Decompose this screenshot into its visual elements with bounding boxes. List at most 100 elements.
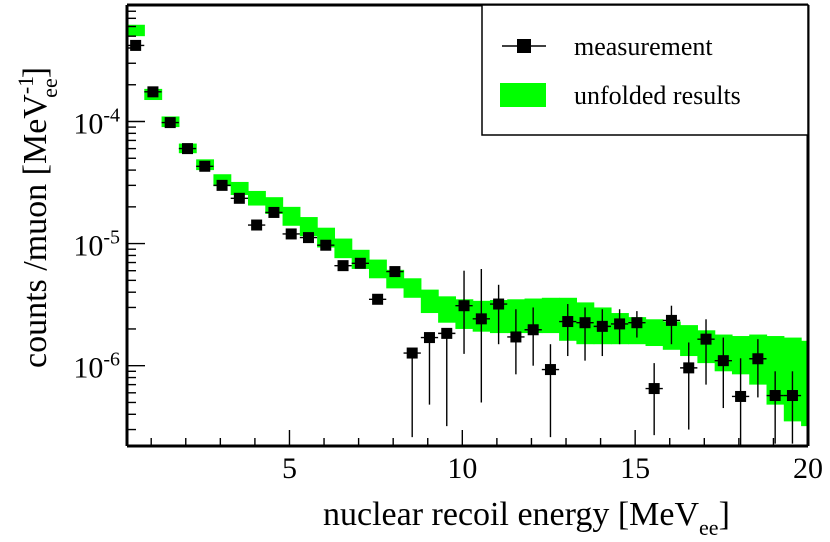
band-bin-6 [230,181,249,196]
measurement-point-29 [628,311,646,338]
y-tick-label-0: 10-4 [73,105,120,141]
measurement-marker-38 [786,390,798,402]
measurement-point-38 [783,371,802,444]
measurement-marker-37 [769,390,781,402]
band-bin-0 [127,24,145,37]
measurement-marker-18 [441,327,453,339]
x-tick-label-3: 20 [793,452,823,485]
measurement-marker-36 [752,353,764,365]
measurement-point-4 [196,160,214,172]
measurement-marker-35 [735,390,747,402]
measurement-point-14 [368,293,387,305]
measurement-marker-11 [320,239,332,251]
measurement-marker-20 [475,313,487,325]
measurement-point-35 [731,358,750,446]
band-bin-39 [801,340,809,427]
x-tick-label-2: 15 [620,452,650,485]
measurement-point-34 [714,337,732,409]
band-bin-24 [541,297,560,334]
band-bin-37 [766,336,785,405]
measurement-marker-22 [510,331,522,343]
measurement-marker-19 [458,300,470,312]
measurement-point-11 [317,239,335,251]
measurement-marker-29 [631,317,643,329]
x-tick-label-0: 5 [282,452,297,485]
measurement-point-12 [334,260,352,272]
measurement-point-21 [489,284,508,345]
measurement-marker-0 [130,39,142,51]
measurement-point-22 [507,309,525,375]
measurement-point-32 [680,342,698,430]
measurement-marker-28 [614,318,626,330]
band-bin-7 [247,190,266,206]
measurement-point-8 [265,206,283,218]
measurement-marker-16 [406,347,418,359]
band-bin-16 [403,278,422,298]
legend: measurement unfolded results [481,4,809,136]
measurement-marker-3 [181,143,193,155]
y-axis-label: counts /muon [MeV-1ee] [13,67,62,368]
measurement-point-26 [576,307,594,361]
measurement-series [127,39,802,446]
measurement-point-6 [230,192,248,204]
measurement-marker-6 [233,192,245,204]
band-bin-17 [420,289,439,314]
measurement-point-33 [697,319,715,385]
band-bin-30 [645,319,664,347]
measurement-point-36 [749,339,767,398]
x-tick-label-1: 10 [447,452,477,485]
measurement-marker-21 [493,298,505,310]
measurement-point-37 [766,371,784,444]
measurement-point-19 [455,270,473,354]
measurement-marker-9 [285,228,297,240]
measurement-marker-25 [562,316,574,328]
measurement-point-30 [645,363,663,436]
measurement-marker-30 [648,383,660,395]
measurement-point-0 [127,39,145,51]
tick-labels: 5 10 15 20 10-4 10-5 10-6 [73,105,823,485]
measurement-point-9 [282,228,300,240]
measurement-point-15 [386,266,404,278]
legend-band-swatch [500,83,546,107]
measurement-marker-1 [147,86,159,98]
measurement-point-27 [593,309,611,357]
measurement-point-24 [541,344,560,438]
band-bin-14 [368,259,387,279]
band-bin-18 [438,296,457,323]
measurement-marker-34 [717,355,729,367]
measurement-marker-10 [302,232,314,244]
measurement-marker-15 [389,266,401,278]
measurement-marker-17 [423,332,435,344]
measurement-marker-31 [665,314,677,326]
measurement-point-3 [178,143,197,155]
measurement-marker-27 [596,320,608,332]
measurement-marker-23 [527,324,539,336]
band-bin-32 [680,325,698,357]
y-tick-label-2: 10-6 [73,349,120,385]
measurement-point-31 [662,305,681,345]
measurement-point-1 [144,86,162,98]
measurement-point-18 [438,327,456,427]
measurement-marker-14 [372,293,384,305]
measurement-marker-7 [251,219,263,231]
measurement-point-10 [299,232,318,244]
unfolded-band [127,24,809,427]
y-tick-label-1: 10-5 [73,227,120,263]
band-bin-35 [731,336,750,375]
measurement-point-17 [420,332,439,405]
legend-label-unfolded: unfolded results [574,81,741,110]
measurement-point-5 [213,179,231,191]
x-axis-label: nuclear recoil energy [MeVee] [323,496,730,540]
measurement-marker-33 [700,333,712,345]
measurement-marker-32 [683,362,695,374]
legend-measurement-marker [517,39,531,53]
measurement-marker-13 [354,257,366,269]
legend-box [481,4,809,136]
measurement-point-2 [161,117,179,129]
measurement-point-25 [559,304,577,357]
band-bin-12 [334,238,353,259]
legend-label-measurement: measurement [574,32,713,61]
measurement-marker-24 [544,364,556,376]
measurement-marker-2 [164,117,176,129]
